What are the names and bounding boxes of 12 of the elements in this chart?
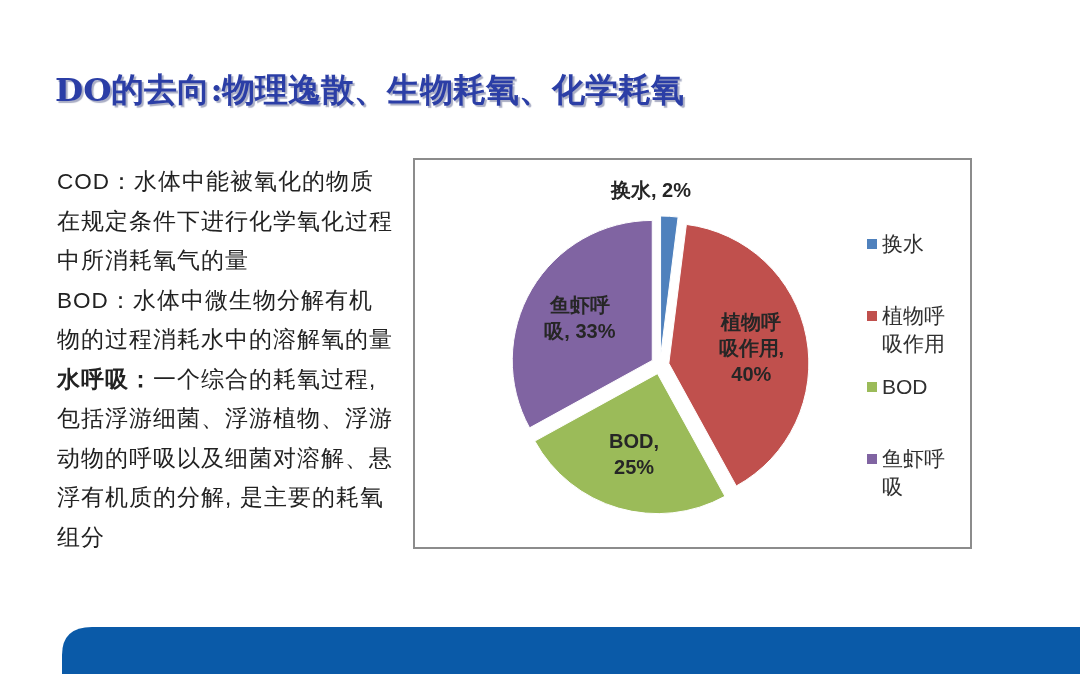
legend-label: 植物呼吸作用 <box>882 303 945 355</box>
legend-label: BOD <box>882 375 928 398</box>
legend-label: 鱼虾呼吸 <box>882 446 945 498</box>
chart-title: DO的去向:物理逸散、生物耗氧、化学耗氧 <box>55 70 685 109</box>
text: COD：水体中能被氧化的物质在规定条件下进行化学氧化过程中所消耗氧气的量 <box>57 169 393 273</box>
data-label: BOD, 25% <box>609 430 660 479</box>
text: 水呼吸：一个综合的耗氧过程, 包括浮游细菌、浮游植物、浮游动物的呼吸以及细菌对溶解、悬浮有机质的分解, 是主要的耗氧组分 <box>57 366 393 550</box>
text: BOD：水体中微生物分解有机物的过程消耗水中的溶解氧的量 <box>57 287 393 352</box>
data-label: 植物呼吸作用, 40% <box>718 310 785 385</box>
data-label: 换水, 2% <box>610 179 692 202</box>
data-label: 鱼虾呼吸, 33% <box>544 293 616 342</box>
legend-label: 换水 <box>882 232 924 255</box>
